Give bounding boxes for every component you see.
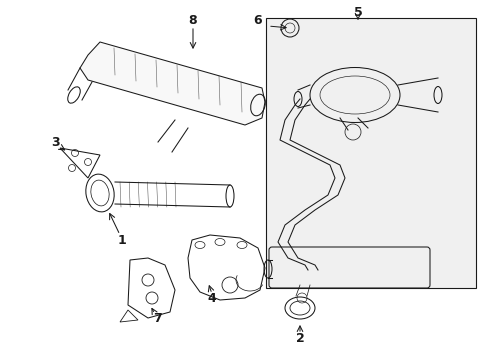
Text: 6: 6 bbox=[253, 13, 262, 27]
Text: 2: 2 bbox=[295, 332, 304, 345]
Text: 8: 8 bbox=[188, 13, 197, 27]
Text: 7: 7 bbox=[153, 311, 162, 324]
Text: 4: 4 bbox=[207, 292, 216, 305]
Polygon shape bbox=[80, 42, 264, 125]
Text: 1: 1 bbox=[118, 234, 126, 247]
Polygon shape bbox=[265, 18, 475, 288]
Text: 5: 5 bbox=[353, 5, 362, 18]
Text: 3: 3 bbox=[51, 135, 59, 148]
